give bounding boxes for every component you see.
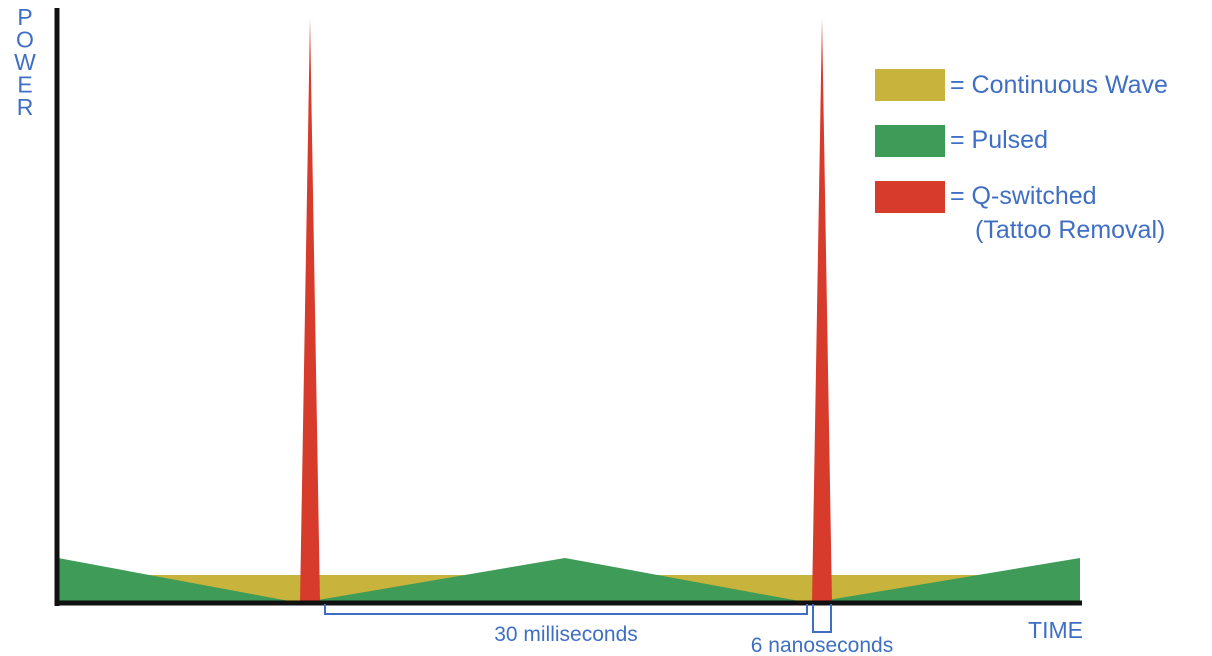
y-axis-label-letter: E — [17, 72, 32, 98]
x-axis-label: TIME — [1028, 617, 1083, 643]
interval-bracket — [324, 604, 808, 615]
legend-label-qswitched-sub: (Tattoo Removal) — [975, 216, 1165, 244]
q-switched-spike-1 — [300, 18, 320, 603]
pulse-width-label: 6 nanoseconds — [751, 634, 893, 656]
legend-swatch-pulsed — [875, 125, 945, 157]
legend-label-pulsed: = Pulsed — [950, 126, 1048, 154]
pulse-width-bracket — [812, 604, 832, 633]
legend-label-qswitched: = Q-switched — [950, 182, 1097, 210]
pulsed-waveform — [58, 558, 1080, 603]
y-axis-label-letter: P — [17, 4, 32, 30]
legend-swatch-continuous — [875, 69, 945, 101]
legend-swatch-qswitched — [875, 181, 945, 213]
legend-label-continuous: = Continuous Wave — [950, 71, 1168, 99]
y-axis-label-letter: W — [14, 49, 36, 75]
y-axis-label-letter: R — [17, 94, 34, 120]
q-switched-spike-2 — [812, 18, 832, 603]
interval-label: 30 milliseconds — [494, 623, 638, 646]
y-axis-label-letter: O — [16, 27, 34, 53]
